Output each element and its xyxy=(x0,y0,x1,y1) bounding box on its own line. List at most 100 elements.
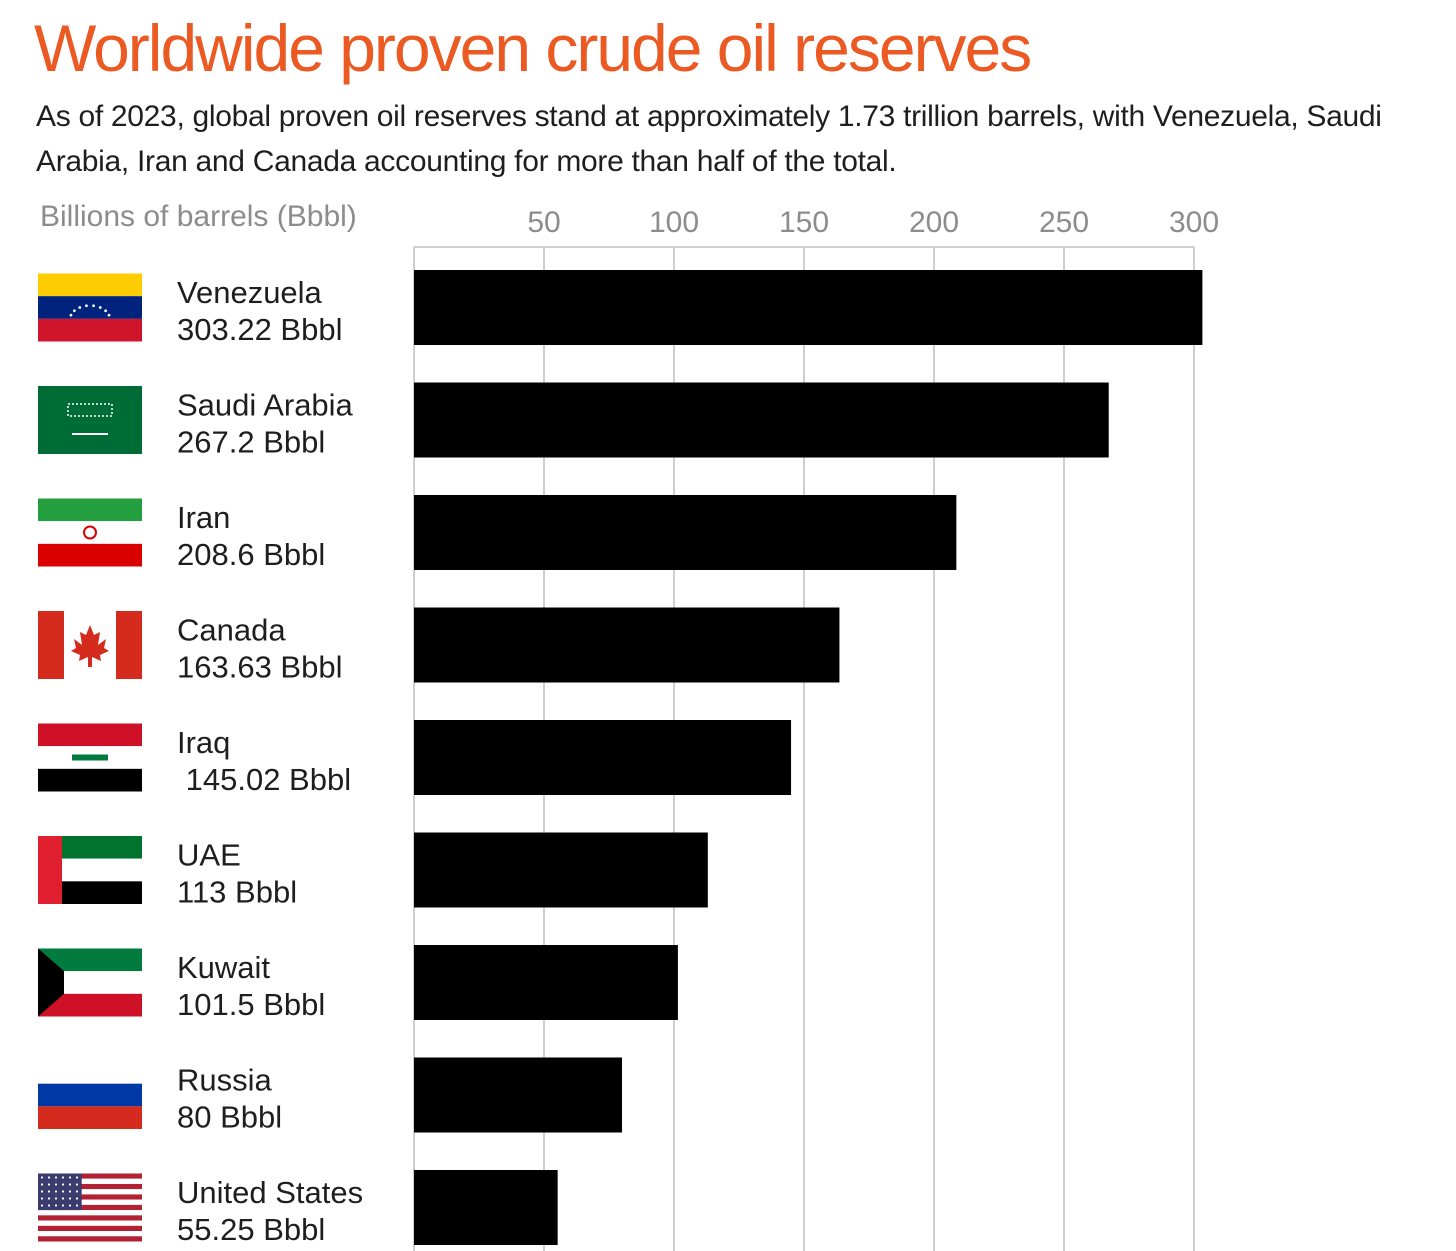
value-label: 101.5 Bbbl xyxy=(177,987,325,1022)
flag-star xyxy=(68,1190,72,1193)
flag-stripe xyxy=(38,836,142,859)
flag-band xyxy=(116,611,142,679)
bar xyxy=(414,1170,558,1245)
flag-star xyxy=(69,313,73,317)
flag-star xyxy=(40,1183,44,1186)
value-label: 267.2 Bbbl xyxy=(177,425,325,460)
flag-star xyxy=(54,1204,58,1207)
flag-stripe xyxy=(38,948,142,972)
flag-star xyxy=(68,1183,72,1186)
country-name-label: UAE xyxy=(177,838,241,873)
country-name-label: Saudi Arabia xyxy=(177,388,354,423)
flag-star xyxy=(61,1204,65,1207)
x-tick-label: 200 xyxy=(909,206,959,239)
flag-stripe xyxy=(38,273,142,297)
flag-stripe xyxy=(38,1189,142,1195)
chart-subtitle: As of 2023, global proven oil reserves s… xyxy=(36,100,1382,178)
x-tick-label: 300 xyxy=(1169,206,1219,239)
flag-star xyxy=(54,1183,58,1186)
uae-flag-icon xyxy=(38,836,142,904)
value-label: 303.22 Bbbl xyxy=(177,312,342,347)
value-label: 80 Bbbl xyxy=(177,1100,282,1135)
flag-stripe xyxy=(38,1061,142,1084)
country-name-label: Iran xyxy=(177,500,230,535)
flag-star xyxy=(40,1197,44,1200)
flag-star xyxy=(47,1197,51,1200)
flag-stripe xyxy=(38,723,142,747)
flag-stripe xyxy=(38,1220,142,1226)
flag-stripe xyxy=(38,1225,142,1232)
flag-star xyxy=(75,1176,79,1179)
maple-leaf-icon xyxy=(71,625,109,667)
chart-title: Worldwide proven crude oil reserves xyxy=(34,11,1032,85)
flag-star xyxy=(72,309,76,313)
flag-star xyxy=(40,1176,44,1179)
flag-star xyxy=(75,1197,79,1200)
flag-stripe xyxy=(38,1204,142,1211)
flag-stripe xyxy=(38,543,142,567)
flag-band xyxy=(38,611,64,679)
flag-stripe xyxy=(38,1178,142,1184)
flag-stripe xyxy=(38,521,142,544)
flag-stripe xyxy=(38,881,142,904)
russia-flag-icon xyxy=(38,1061,142,1129)
flag-inscription xyxy=(67,403,113,417)
bar xyxy=(414,945,678,1020)
value-label: 113 Bbbl xyxy=(177,875,297,910)
flag-star xyxy=(54,1197,58,1200)
flag-trapezoid xyxy=(38,948,64,1017)
flag-star xyxy=(54,1190,58,1193)
flag-star xyxy=(47,1183,51,1186)
flag-star xyxy=(75,1190,79,1193)
value-label: 208.6 Bbbl xyxy=(177,537,325,572)
flag-canton xyxy=(38,1173,82,1211)
flag-star xyxy=(98,306,102,309)
flag-star xyxy=(75,1183,79,1186)
flag-stripe xyxy=(38,318,142,342)
flag-star xyxy=(61,1176,65,1179)
flag-inscription xyxy=(72,754,108,761)
country-name-label: Canada xyxy=(177,613,286,648)
country-name-label: United States xyxy=(177,1175,363,1210)
x-tick-label: 150 xyxy=(779,206,829,239)
canada-flag-icon xyxy=(38,611,142,679)
iraq-flag-icon xyxy=(38,723,142,792)
flag-star xyxy=(85,304,88,308)
flag-star xyxy=(61,1197,65,1200)
bar xyxy=(414,720,792,795)
bar xyxy=(414,1057,622,1133)
axis-unit-label: Billions of barrels (Bbbl) xyxy=(40,200,357,233)
flag-stripe xyxy=(38,1236,142,1242)
flag-field xyxy=(38,386,142,454)
united-states-flag-icon xyxy=(38,1173,142,1242)
flag-stripe xyxy=(38,498,142,522)
bar xyxy=(414,607,840,683)
flag-star xyxy=(61,1190,65,1193)
bar xyxy=(414,832,708,908)
flag-stripe xyxy=(38,1194,142,1200)
saudi-arabia-flag-icon xyxy=(38,386,142,454)
x-tick-label: 50 xyxy=(527,206,560,239)
country-name-label: Iraq xyxy=(177,725,230,760)
kuwait-flag-icon xyxy=(38,948,142,1017)
value-label: 145.02 Bbbl xyxy=(177,762,351,797)
flag-stripe xyxy=(38,1106,142,1129)
flag-star xyxy=(78,306,82,309)
flag-hoist xyxy=(38,836,62,904)
flag-star xyxy=(75,1204,79,1207)
flag-stripe xyxy=(38,1231,142,1237)
flag-star xyxy=(68,1176,72,1179)
flag-star xyxy=(47,1176,51,1179)
flag-star xyxy=(40,1190,44,1193)
value-label: 163.63 Bbbl xyxy=(177,650,342,685)
flag-star xyxy=(47,1204,51,1207)
flag-stripe xyxy=(38,768,142,792)
flag-stripe xyxy=(38,1210,142,1216)
flag-stripe xyxy=(38,858,142,882)
